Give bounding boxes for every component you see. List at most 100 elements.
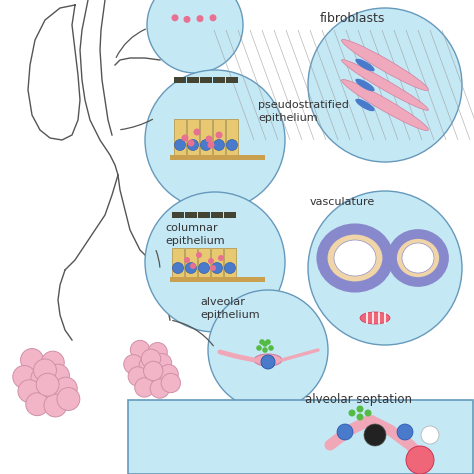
Circle shape xyxy=(190,263,196,269)
Ellipse shape xyxy=(356,59,374,71)
Circle shape xyxy=(46,364,69,387)
Circle shape xyxy=(173,263,183,273)
Circle shape xyxy=(265,339,271,345)
Bar xyxy=(211,212,223,218)
Ellipse shape xyxy=(334,240,376,276)
Circle shape xyxy=(146,368,165,387)
Circle shape xyxy=(337,424,353,440)
Bar xyxy=(213,77,225,83)
Bar xyxy=(198,212,210,218)
Circle shape xyxy=(364,424,386,446)
Circle shape xyxy=(262,341,268,347)
Bar xyxy=(174,119,186,155)
Circle shape xyxy=(147,0,243,73)
Circle shape xyxy=(188,139,199,151)
Bar xyxy=(174,77,186,83)
Bar xyxy=(170,277,265,282)
Circle shape xyxy=(188,139,194,146)
Circle shape xyxy=(397,424,413,440)
Circle shape xyxy=(182,135,189,142)
Circle shape xyxy=(262,347,268,353)
Circle shape xyxy=(36,373,59,396)
Ellipse shape xyxy=(342,60,428,110)
Circle shape xyxy=(55,377,77,400)
Circle shape xyxy=(44,394,67,417)
Bar xyxy=(224,212,236,218)
Circle shape xyxy=(210,265,216,271)
Circle shape xyxy=(211,263,222,273)
Circle shape xyxy=(26,393,49,416)
Circle shape xyxy=(130,340,150,360)
Circle shape xyxy=(256,345,262,351)
Circle shape xyxy=(210,14,217,21)
Ellipse shape xyxy=(342,39,428,91)
Circle shape xyxy=(128,367,147,386)
Text: fibroblasts: fibroblasts xyxy=(320,11,385,25)
Circle shape xyxy=(197,15,203,22)
Bar xyxy=(170,155,265,160)
Text: epithelium: epithelium xyxy=(258,113,318,123)
Text: vasculature: vasculature xyxy=(310,197,375,207)
Bar xyxy=(172,212,184,218)
Circle shape xyxy=(13,365,36,388)
Circle shape xyxy=(34,359,56,382)
Bar xyxy=(224,248,236,278)
Circle shape xyxy=(148,343,167,362)
FancyBboxPatch shape xyxy=(128,400,473,474)
Text: alveolar: alveolar xyxy=(200,297,245,307)
Ellipse shape xyxy=(254,354,282,366)
Bar xyxy=(200,119,212,155)
Circle shape xyxy=(225,263,236,273)
Circle shape xyxy=(39,381,62,404)
Bar xyxy=(187,77,199,83)
Circle shape xyxy=(208,142,215,148)
Bar xyxy=(226,77,238,83)
Circle shape xyxy=(141,349,161,368)
Ellipse shape xyxy=(320,227,390,289)
Ellipse shape xyxy=(402,243,434,273)
Circle shape xyxy=(144,361,163,381)
Circle shape xyxy=(348,410,356,417)
Circle shape xyxy=(259,339,265,345)
Circle shape xyxy=(308,8,462,162)
Ellipse shape xyxy=(390,232,446,284)
Circle shape xyxy=(356,413,364,420)
Circle shape xyxy=(145,192,285,332)
Circle shape xyxy=(208,290,328,410)
Text: epithelium: epithelium xyxy=(165,236,225,246)
Circle shape xyxy=(20,348,44,372)
Bar xyxy=(187,119,199,155)
Circle shape xyxy=(196,252,202,258)
Text: pseudostratified: pseudostratified xyxy=(258,100,349,110)
Circle shape xyxy=(150,379,170,398)
Circle shape xyxy=(268,345,274,351)
Circle shape xyxy=(139,356,158,375)
Circle shape xyxy=(135,378,154,397)
Ellipse shape xyxy=(342,80,428,130)
Bar xyxy=(185,212,197,218)
Circle shape xyxy=(308,191,462,345)
Circle shape xyxy=(356,405,364,412)
Circle shape xyxy=(124,355,143,374)
Circle shape xyxy=(206,136,212,143)
Circle shape xyxy=(57,388,80,410)
Circle shape xyxy=(18,380,41,402)
Ellipse shape xyxy=(360,312,390,324)
Ellipse shape xyxy=(356,99,374,111)
Circle shape xyxy=(31,367,54,390)
Circle shape xyxy=(201,139,211,151)
Circle shape xyxy=(208,258,214,264)
Circle shape xyxy=(184,257,190,263)
Circle shape xyxy=(261,355,275,369)
Text: epithelium: epithelium xyxy=(200,310,260,320)
Circle shape xyxy=(227,139,237,151)
Circle shape xyxy=(152,354,172,373)
Circle shape xyxy=(159,365,178,384)
Circle shape xyxy=(185,263,197,273)
Circle shape xyxy=(199,263,210,273)
Circle shape xyxy=(161,374,181,392)
Circle shape xyxy=(213,139,225,151)
Circle shape xyxy=(216,131,222,138)
Circle shape xyxy=(365,410,372,417)
Bar xyxy=(185,248,197,278)
